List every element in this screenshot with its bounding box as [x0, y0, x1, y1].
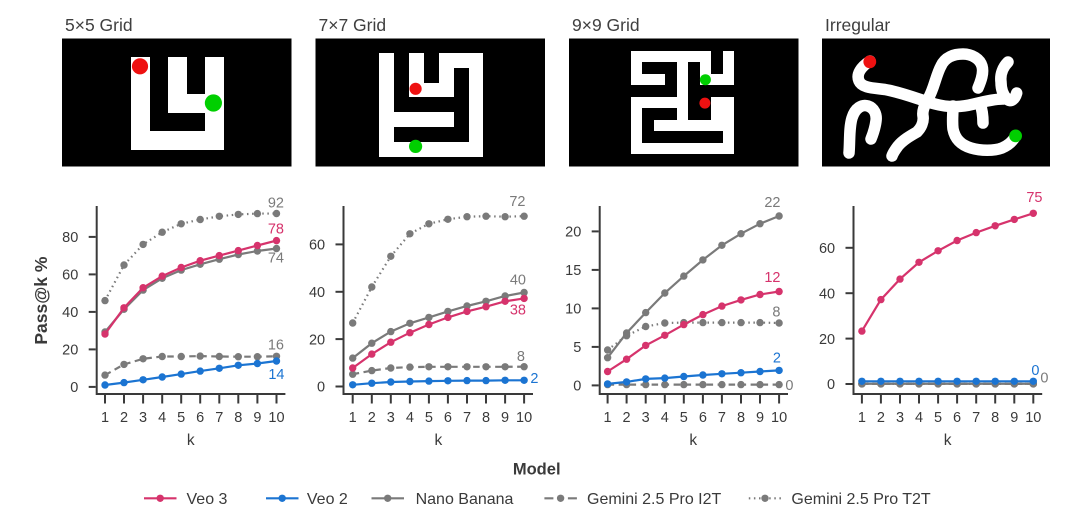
svg-text:6: 6: [196, 410, 204, 426]
svg-text:5: 5: [177, 410, 185, 426]
svg-text:2: 2: [530, 371, 538, 387]
svg-text:6: 6: [444, 410, 452, 426]
svg-text:9×9 Grid: 9×9 Grid: [572, 15, 640, 35]
svg-text:0: 0: [1031, 363, 1039, 379]
svg-text:40: 40: [819, 286, 835, 302]
svg-text:6: 6: [699, 410, 707, 426]
svg-text:14: 14: [268, 367, 284, 383]
svg-text:5: 5: [425, 410, 433, 426]
svg-text:2: 2: [623, 410, 631, 426]
svg-text:k: k: [187, 432, 195, 449]
svg-text:0: 0: [573, 379, 581, 395]
svg-text:Veo 2: Veo 2: [307, 491, 348, 508]
svg-text:40: 40: [510, 273, 526, 289]
svg-text:7: 7: [972, 410, 980, 426]
svg-text:72: 72: [509, 194, 525, 210]
svg-text:9: 9: [1010, 410, 1018, 426]
svg-text:Pass@k %: Pass@k %: [31, 256, 51, 345]
svg-text:k: k: [689, 432, 697, 449]
svg-text:5: 5: [934, 410, 942, 426]
svg-text:4: 4: [915, 410, 923, 426]
svg-text:78: 78: [268, 221, 284, 237]
svg-text:10: 10: [771, 410, 787, 426]
svg-text:10: 10: [268, 410, 284, 426]
svg-text:0: 0: [1040, 371, 1048, 387]
svg-text:8: 8: [991, 410, 999, 426]
svg-text:92: 92: [268, 195, 284, 211]
svg-text:60: 60: [62, 268, 78, 284]
svg-text:9: 9: [501, 410, 509, 426]
svg-text:20: 20: [819, 332, 835, 348]
svg-text:7: 7: [463, 410, 471, 426]
svg-text:3: 3: [139, 410, 147, 426]
svg-text:Gemini 2.5 Pro T2T: Gemini 2.5 Pro T2T: [791, 491, 931, 508]
svg-text:4: 4: [661, 410, 669, 426]
svg-text:5×5 Grid: 5×5 Grid: [65, 15, 133, 35]
svg-text:0: 0: [827, 377, 835, 393]
svg-text:9: 9: [756, 410, 764, 426]
svg-text:8: 8: [737, 410, 745, 426]
svg-text:5: 5: [680, 410, 688, 426]
svg-text:0: 0: [70, 380, 78, 396]
svg-text:7: 7: [718, 410, 726, 426]
svg-text:75: 75: [1026, 190, 1042, 206]
svg-text:40: 40: [309, 285, 325, 301]
svg-text:9: 9: [253, 410, 261, 426]
svg-text:3: 3: [642, 410, 650, 426]
svg-text:3: 3: [896, 410, 904, 426]
svg-text:80: 80: [62, 230, 78, 246]
svg-text:Irregular: Irregular: [825, 15, 890, 35]
svg-text:6: 6: [953, 410, 961, 426]
svg-text:74: 74: [268, 251, 284, 267]
svg-text:15: 15: [565, 263, 581, 279]
svg-text:2: 2: [877, 410, 885, 426]
svg-text:20: 20: [62, 343, 78, 359]
svg-text:1: 1: [349, 410, 357, 426]
svg-text:Gemini 2.5 Pro I2T: Gemini 2.5 Pro I2T: [587, 491, 722, 508]
svg-text:0: 0: [785, 378, 793, 394]
svg-text:7: 7: [215, 410, 223, 426]
svg-text:10: 10: [565, 302, 581, 318]
svg-text:Veo 3: Veo 3: [187, 491, 228, 508]
svg-text:4: 4: [158, 410, 166, 426]
svg-text:20: 20: [565, 225, 581, 241]
svg-text:5: 5: [573, 340, 581, 356]
svg-text:60: 60: [819, 241, 835, 257]
svg-text:k: k: [944, 432, 952, 449]
svg-text:60: 60: [309, 238, 325, 254]
svg-text:16: 16: [268, 338, 284, 354]
svg-text:k: k: [435, 432, 443, 449]
svg-text:7×7 Grid: 7×7 Grid: [319, 15, 387, 35]
svg-text:8: 8: [234, 410, 242, 426]
svg-text:10: 10: [516, 410, 532, 426]
svg-text:10: 10: [1025, 410, 1041, 426]
svg-text:8: 8: [772, 305, 780, 321]
svg-text:20: 20: [309, 332, 325, 348]
svg-text:2: 2: [120, 410, 128, 426]
svg-text:8: 8: [482, 410, 490, 426]
svg-text:2: 2: [368, 410, 376, 426]
svg-text:3: 3: [387, 410, 395, 426]
svg-text:40: 40: [62, 305, 78, 321]
svg-text:Model: Model: [513, 461, 561, 479]
svg-text:22: 22: [764, 195, 780, 211]
svg-text:12: 12: [764, 270, 780, 286]
svg-text:Nano Banana: Nano Banana: [416, 491, 514, 508]
svg-text:1: 1: [604, 410, 612, 426]
svg-text:1: 1: [858, 410, 866, 426]
svg-text:2: 2: [773, 351, 781, 367]
svg-text:38: 38: [510, 303, 526, 319]
svg-text:4: 4: [406, 410, 414, 426]
svg-text:0: 0: [317, 380, 325, 396]
svg-text:1: 1: [101, 410, 109, 426]
svg-text:8: 8: [517, 349, 525, 365]
